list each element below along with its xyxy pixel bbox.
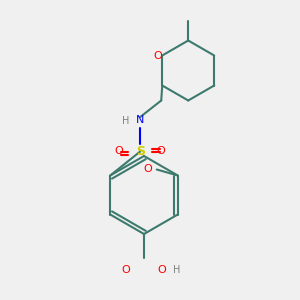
Text: N: N — [136, 115, 144, 125]
Text: O: O — [143, 164, 152, 175]
Text: O: O — [153, 50, 162, 61]
Text: O: O — [122, 265, 130, 275]
Text: H: H — [173, 265, 181, 275]
Text: O: O — [157, 146, 166, 157]
Text: H: H — [122, 116, 129, 127]
Text: S: S — [136, 145, 145, 158]
Text: O: O — [115, 146, 124, 157]
Text: O: O — [158, 265, 166, 275]
